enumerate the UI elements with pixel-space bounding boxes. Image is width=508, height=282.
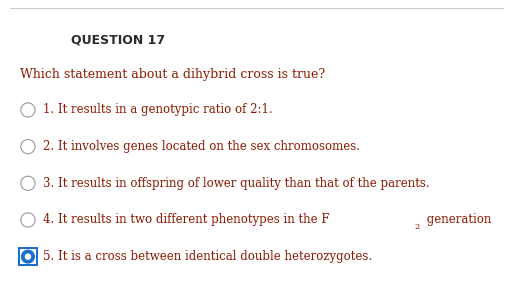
Text: 1. It results in a genotypic ratio of 2:1.: 1. It results in a genotypic ratio of 2:… <box>43 103 273 116</box>
Text: generation: generation <box>423 213 491 226</box>
Text: QUESTION 17: QUESTION 17 <box>71 34 165 47</box>
Text: 2. It involves genes located on the sex chromosomes.: 2. It involves genes located on the sex … <box>43 140 360 153</box>
Ellipse shape <box>21 103 35 117</box>
Text: 3. It results in offspring of lower quality than that of the parents.: 3. It results in offspring of lower qual… <box>43 177 430 190</box>
Text: 5. It is a cross between identical double heterozygotes.: 5. It is a cross between identical doubl… <box>43 250 372 263</box>
FancyBboxPatch shape <box>18 247 38 266</box>
Text: Which statement about a dihybrid cross is true?: Which statement about a dihybrid cross i… <box>20 68 326 81</box>
Text: 2: 2 <box>415 223 420 231</box>
FancyBboxPatch shape <box>20 249 36 264</box>
Ellipse shape <box>25 254 30 259</box>
Text: 4. It results in two different phenotypes in the F: 4. It results in two different phenotype… <box>43 213 330 226</box>
Ellipse shape <box>21 250 34 263</box>
Ellipse shape <box>21 213 35 227</box>
Ellipse shape <box>21 176 35 190</box>
Ellipse shape <box>21 140 35 154</box>
